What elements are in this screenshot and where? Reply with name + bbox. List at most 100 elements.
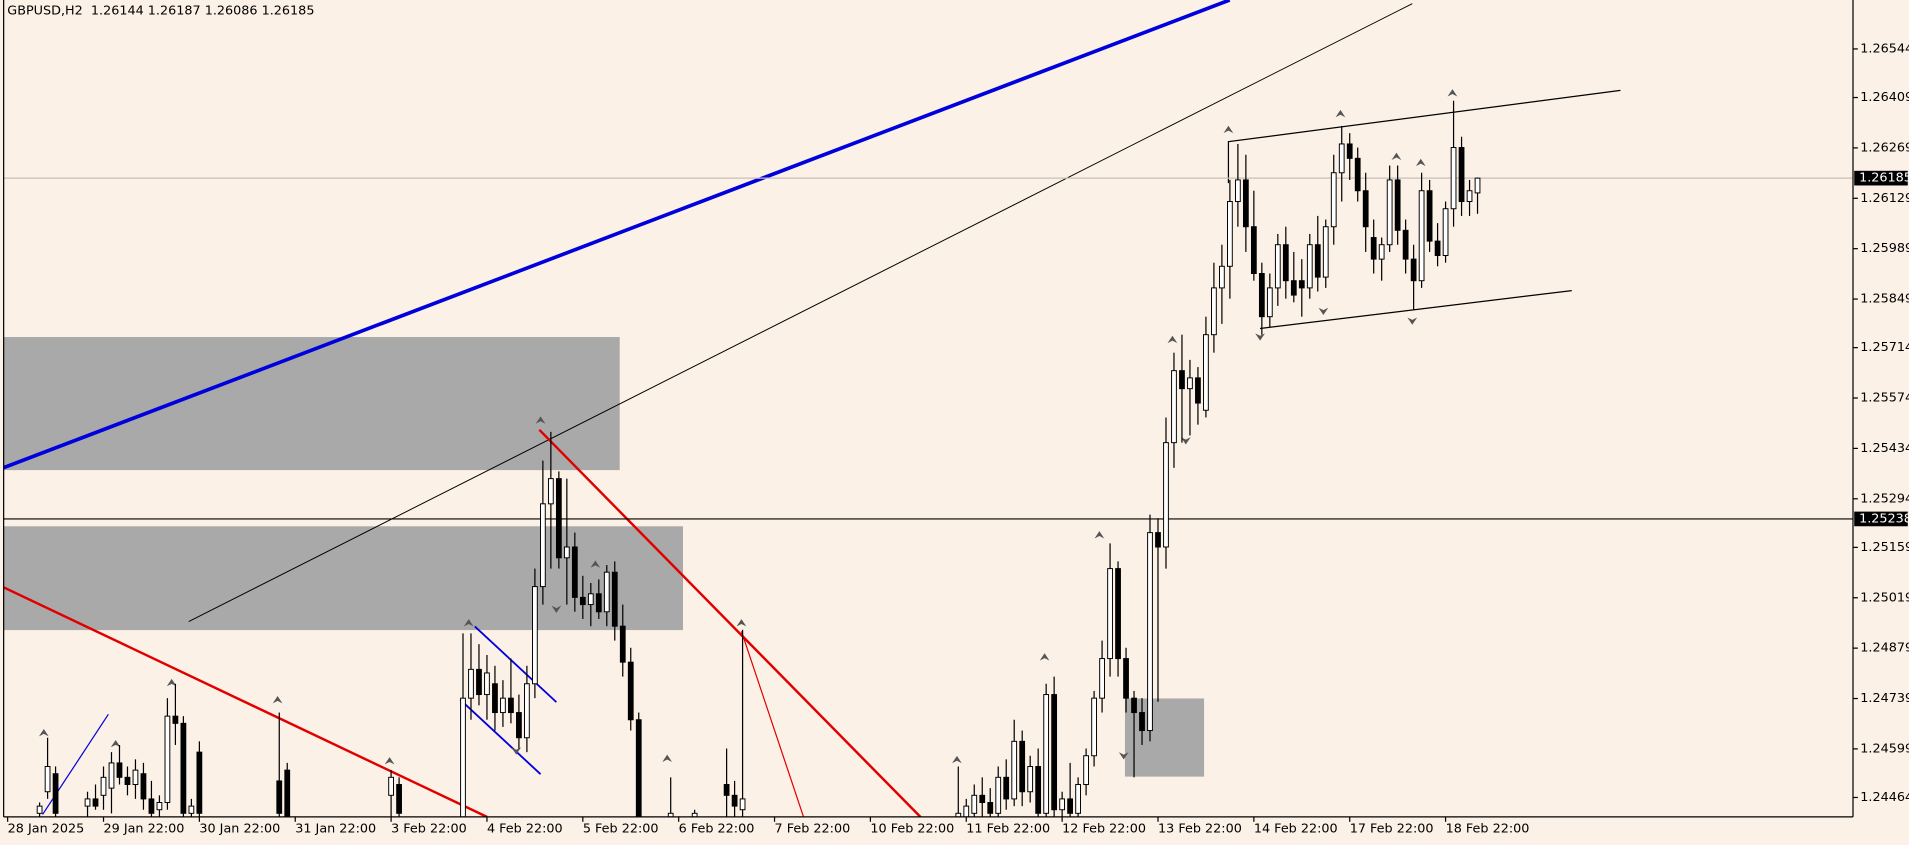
candle-body bbox=[987, 802, 994, 814]
candle-body bbox=[1003, 776, 1010, 800]
candle-body bbox=[284, 769, 291, 817]
trend-line bbox=[3, 0, 1231, 470]
candle-body bbox=[1091, 697, 1097, 757]
y-tick-label: 1.25019 bbox=[1860, 590, 1909, 605]
x-tick-label: 14 Feb 22:00 bbox=[1254, 822, 1338, 837]
candle-body bbox=[100, 776, 107, 796]
candle-body bbox=[116, 762, 123, 778]
candle-body bbox=[1370, 237, 1377, 260]
candle-body bbox=[124, 776, 131, 786]
candle-body bbox=[524, 683, 530, 739]
x-tick-label: 13 Feb 22:00 bbox=[1158, 822, 1242, 837]
zone bbox=[3, 526, 684, 631]
x-tick-label: 28 Jan 2025 bbox=[8, 822, 85, 837]
candle-body bbox=[635, 719, 642, 817]
y-tick-label: 1.26269 bbox=[1860, 140, 1909, 155]
candle-body bbox=[1234, 179, 1241, 203]
candle-body bbox=[1386, 179, 1393, 246]
candle-body bbox=[1083, 755, 1089, 786]
trend-line bbox=[459, 699, 542, 775]
candle-body bbox=[1466, 190, 1473, 203]
x-tick-label: 18 Feb 22:00 bbox=[1446, 822, 1530, 837]
x-tick-label: 3 Feb 22:00 bbox=[391, 822, 467, 837]
candle-body bbox=[1171, 370, 1177, 444]
candle-body bbox=[1155, 532, 1161, 548]
candle-body bbox=[156, 802, 163, 811]
candle-body bbox=[1195, 377, 1201, 404]
candles bbox=[36, 100, 1481, 817]
candle-body bbox=[180, 722, 187, 814]
candle-body bbox=[611, 571, 618, 627]
candle-body bbox=[92, 798, 99, 807]
candle-body bbox=[1115, 568, 1121, 660]
y-tick-label: 1.25989 bbox=[1860, 241, 1909, 256]
candle-body bbox=[196, 751, 203, 814]
candle-body bbox=[579, 596, 586, 606]
candle-body bbox=[619, 625, 626, 663]
candle-body bbox=[1306, 244, 1313, 289]
candle-body bbox=[1131, 697, 1137, 714]
candle-body bbox=[1139, 712, 1145, 732]
trend-line bbox=[474, 625, 558, 703]
candle-body bbox=[1434, 240, 1441, 256]
y-tick-label: 1.26544 bbox=[1860, 41, 1909, 56]
candle-body bbox=[1426, 190, 1433, 242]
candle-body bbox=[1011, 740, 1018, 800]
x-tick-label: 31 Jan 22:00 bbox=[295, 822, 376, 837]
candle-body bbox=[731, 794, 738, 807]
price-tag bbox=[1854, 511, 1908, 527]
y-tick-label: 1.25574 bbox=[1860, 391, 1909, 406]
candle-body bbox=[164, 715, 171, 804]
candle-body bbox=[1378, 244, 1385, 260]
candle-body bbox=[108, 762, 115, 789]
candle-body bbox=[1346, 143, 1353, 159]
candle-body bbox=[1075, 784, 1081, 814]
candle-body bbox=[1362, 190, 1369, 228]
y-tick-label: 1.26129 bbox=[1860, 191, 1909, 206]
candle-body bbox=[963, 805, 970, 817]
candle-body bbox=[36, 805, 43, 814]
y-tick-label: 1.25434 bbox=[1860, 441, 1909, 456]
zone bbox=[1124, 698, 1205, 777]
candle-body bbox=[1250, 226, 1257, 274]
candle-body bbox=[396, 784, 402, 814]
candle-body bbox=[723, 784, 730, 796]
candle-body bbox=[971, 794, 978, 814]
candle-body bbox=[532, 586, 538, 685]
y-tick-label: 1.24739 bbox=[1860, 691, 1909, 706]
candle-body bbox=[1394, 179, 1401, 231]
candle-body bbox=[1402, 229, 1409, 260]
candle-body bbox=[132, 769, 139, 786]
candle-body bbox=[1410, 258, 1417, 282]
candle-body bbox=[1027, 766, 1034, 793]
price-tag-label: 1.25238 bbox=[1859, 511, 1909, 526]
candle-body bbox=[44, 766, 51, 793]
candle-body bbox=[516, 712, 522, 739]
candle-body bbox=[1330, 172, 1337, 228]
y-tick-label: 1.25294 bbox=[1860, 491, 1909, 506]
candle-body bbox=[1035, 766, 1042, 814]
candle-body bbox=[1418, 190, 1425, 282]
y-tick-label: 1.24879 bbox=[1860, 641, 1909, 656]
candle-body bbox=[563, 546, 570, 559]
candle-body bbox=[1274, 244, 1281, 289]
candle-body bbox=[995, 776, 1002, 814]
x-tick-label: 30 Jan 22:00 bbox=[199, 822, 280, 837]
candle-body bbox=[460, 697, 466, 817]
candle-body bbox=[52, 773, 59, 814]
y-tick-label: 1.24464 bbox=[1860, 790, 1909, 805]
candle-body bbox=[1458, 147, 1465, 203]
y-tick-label: 1.25714 bbox=[1860, 340, 1909, 355]
candle-body bbox=[1107, 568, 1113, 660]
candle-body bbox=[571, 546, 578, 598]
candle-body bbox=[1314, 244, 1321, 278]
candle-body bbox=[1019, 740, 1026, 793]
candle-body bbox=[1322, 226, 1329, 278]
x-tick-label: 7 Feb 22:00 bbox=[775, 822, 851, 837]
channel-line bbox=[1260, 290, 1572, 330]
x-tick-label: 11 Feb 22:00 bbox=[966, 822, 1050, 837]
x-tick-label: 29 Jan 22:00 bbox=[104, 822, 185, 837]
channel-line bbox=[1227, 89, 1621, 184]
y-tick-label: 1.24599 bbox=[1860, 741, 1909, 756]
